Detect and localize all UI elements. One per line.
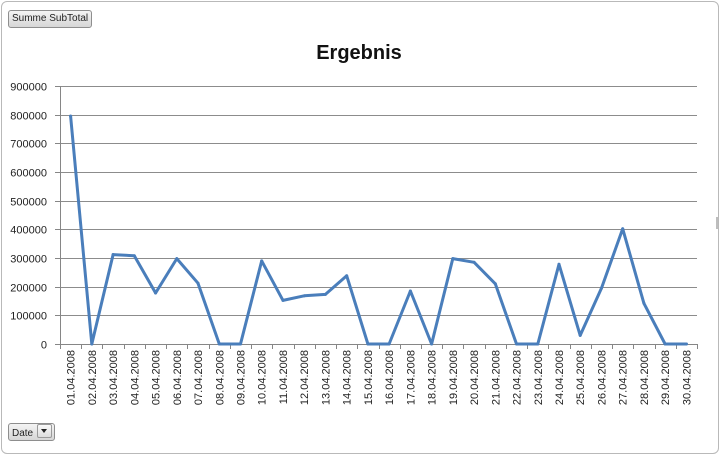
data-point — [111, 253, 115, 257]
y-tick-label: 0 — [41, 340, 47, 352]
data-point — [472, 260, 476, 264]
data-point — [493, 282, 497, 286]
y-tick-labels: 0 100000 200000 300000 400000 500000 600000 700… — [10, 82, 47, 352]
data-point — [154, 291, 158, 295]
data-point — [663, 342, 667, 346]
grid-lines — [60, 86, 697, 316]
date-field-button[interactable]: Date — [8, 423, 56, 441]
y-tick-label: 600000 — [10, 168, 47, 180]
y-tick-label: 900000 — [10, 82, 47, 94]
x-tick-label: 03.04.2008 — [108, 350, 120, 405]
x-tick-label: 20.04.2008 — [469, 350, 481, 405]
series-line — [69, 114, 688, 346]
y-tick-label: 200000 — [10, 283, 47, 295]
x-tick-label: 10.04.2008 — [257, 350, 269, 405]
y-tick-label: 400000 — [10, 225, 47, 237]
chart-title: Ergebnis — [316, 42, 402, 64]
x-tick-label: 05.04.2008 — [151, 350, 163, 405]
data-point — [260, 259, 264, 263]
data-point — [217, 342, 221, 346]
x-tick-label: 29.04.2008 — [660, 350, 672, 405]
x-tick-label: 13.04.2008 — [320, 350, 332, 405]
x-tick-label: 14.04.2008 — [342, 350, 354, 405]
data-point — [408, 289, 412, 293]
axes — [55, 86, 698, 349]
x-tick-label: 30.04.2008 — [681, 350, 693, 405]
chevron-down-icon[interactable] — [37, 424, 53, 438]
resize-handle-right[interactable] — [716, 217, 718, 229]
x-tick-label: 06.04.2008 — [172, 350, 184, 405]
x-tick-label: 04.04.2008 — [129, 350, 141, 405]
data-point — [621, 227, 625, 231]
x-tick-label: 17.04.2008 — [405, 350, 417, 405]
data-point — [345, 274, 349, 278]
data-point — [387, 342, 391, 346]
y-tick-label: 100000 — [10, 311, 47, 323]
series-layer — [69, 114, 688, 346]
data-point — [599, 286, 603, 290]
x-tick-label: 27.04.2008 — [618, 350, 630, 405]
data-point — [366, 342, 370, 346]
data-point — [451, 257, 455, 261]
x-tick-label: 02.04.2008 — [87, 350, 99, 405]
date-field-label: Date — [12, 428, 34, 439]
y-tick-label: 500000 — [10, 197, 47, 209]
y-tick-label: 300000 — [10, 254, 47, 266]
data-point — [302, 294, 306, 298]
x-tick-label: 18.04.2008 — [427, 350, 439, 405]
data-point — [642, 301, 646, 305]
x-tick-labels: 01.04.2008 02.04.2008 03.04.2008 04.04.2008… — [66, 350, 694, 405]
x-tick-label: 15.04.2008 — [363, 350, 375, 405]
data-point — [430, 342, 434, 346]
x-tick-label: 25.04.2008 — [575, 350, 587, 405]
x-tick-label: 01.04.2008 — [66, 350, 78, 405]
data-point — [69, 114, 73, 118]
x-tick-label: 19.04.2008 — [448, 350, 460, 405]
data-point — [90, 342, 94, 346]
data-point — [132, 254, 136, 258]
x-tick-label: 28.04.2008 — [639, 350, 651, 405]
data-point — [196, 281, 200, 285]
data-point — [578, 333, 582, 337]
data-point — [238, 342, 242, 346]
data-point — [281, 298, 285, 302]
data-point — [684, 342, 688, 346]
data-point — [323, 292, 327, 296]
y-tick-label: 700000 — [10, 139, 47, 151]
x-tick-label: 22.04.2008 — [512, 350, 524, 405]
data-point — [536, 342, 540, 346]
data-point — [515, 342, 519, 346]
data-point — [557, 262, 561, 266]
x-tick-label: 11.04.2008 — [278, 350, 290, 404]
value-field-button[interactable]: Summe SubTotal — [8, 10, 93, 28]
data-point — [175, 257, 179, 261]
x-tick-label: 24.04.2008 — [554, 350, 566, 405]
x-tick-label: 26.04.2008 — [596, 350, 608, 405]
x-tick-label: 08.04.2008 — [214, 350, 226, 405]
y-tick-label: 800000 — [10, 111, 47, 123]
x-tick-label: 23.04.2008 — [533, 350, 545, 405]
x-tick-label: 16.04.2008 — [384, 350, 396, 405]
x-tick-label: 09.04.2008 — [235, 350, 247, 405]
x-tick-label: 21.04.2008 — [490, 350, 502, 405]
x-tick-label: 07.04.2008 — [193, 350, 205, 405]
x-tick-label: 12.04.2008 — [299, 350, 311, 405]
